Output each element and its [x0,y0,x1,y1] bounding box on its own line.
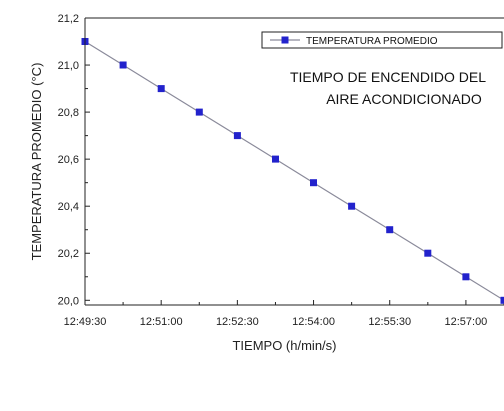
y-axis-title: TEMPERATURA PROMEDIO (°C) [29,63,44,261]
data-point [233,132,241,140]
y-tick-label: 20,6 [58,154,79,166]
legend-marker [281,36,289,44]
data-point [348,202,356,210]
legend: TEMPERATURA PROMEDIO [261,31,503,49]
data-point [310,179,317,187]
data-point [272,155,279,163]
x-tick-label: 12:52:30 [216,316,259,328]
annotation-line-1: TIEMPO DE ENCENDIDO DEL [290,69,486,85]
data-point [195,108,203,116]
series-layer [81,38,504,304]
annotation-line-2: AIRE ACONDICIONADO [326,91,482,107]
x-tick-label: 12:57:00 [444,316,487,328]
data-point [462,273,470,281]
y-tick-label: 21,0 [58,60,79,72]
ticks-layer: 20,0 20,2 20,4 20,6 20,8 21,0 21,2 12:49:30 12:5… [58,13,504,328]
y-tick-label: 20,4 [58,201,79,213]
data-point [119,61,127,69]
y-tick-label: 21,2 [58,13,79,25]
data-point [386,226,394,234]
legend-label: TEMPERATURA PROMEDIO [306,36,438,47]
x-tick-label: 12:49:30 [64,316,107,328]
data-point [500,296,504,304]
data-point [157,85,165,93]
legend-box [261,31,503,49]
series-line [84,40,504,301]
x-tick-label: 12:54:00 [292,316,335,328]
x-tick-label: 12:55:30 [368,316,411,328]
y-tick-label: 20,8 [58,107,79,119]
x-tick-label: 12:51:00 [140,316,183,328]
y-tick-label: 20,0 [58,295,79,307]
data-point [424,249,432,257]
x-axis-title: TIEMPO (h/min/s) [232,338,336,353]
y-tick-label: 20,2 [58,248,79,260]
